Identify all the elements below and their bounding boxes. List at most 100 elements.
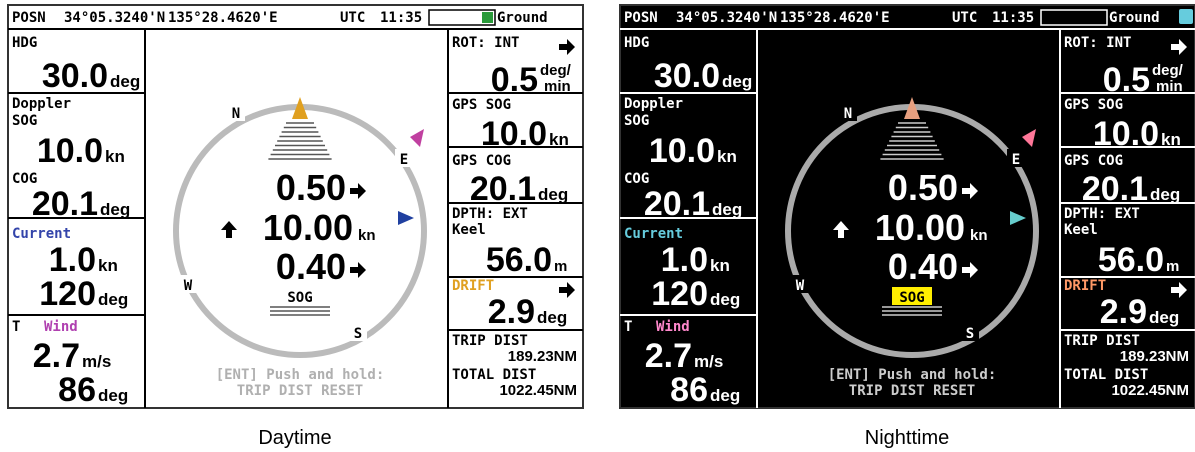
- hint: [ENT] Push and hold:: [828, 367, 997, 383]
- value: 2.9: [1100, 293, 1147, 331]
- label: DPTH: EXT: [1064, 206, 1140, 222]
- unit: kn: [1161, 130, 1181, 149]
- label: T: [624, 319, 632, 335]
- unit: m: [554, 258, 567, 275]
- value: 20.1: [470, 170, 536, 208]
- value: 0.40: [888, 246, 958, 287]
- value: 189.23NM: [508, 348, 577, 365]
- display-panel: POSN 34°05.3240'N 135°28.4620'E UTC 11:35 Gro…: [619, 4, 1195, 409]
- label: POSN: [12, 10, 46, 26]
- compass-letter: S: [966, 326, 974, 342]
- label: Keel: [1064, 222, 1098, 238]
- label: Wind: [44, 319, 78, 335]
- label: 11:35: [380, 10, 422, 26]
- value: 10.0: [1093, 115, 1159, 153]
- label: GPS COG: [452, 153, 511, 169]
- mode-indicator-fill: [482, 12, 493, 23]
- value: 189.23NM: [1120, 348, 1189, 365]
- compass-letter: S: [354, 326, 362, 342]
- mode-badge: [1179, 9, 1193, 24]
- label: TOTAL DIST: [1064, 367, 1148, 383]
- label: HDG: [624, 35, 649, 51]
- unit: deg: [98, 386, 128, 405]
- unit: m: [1166, 258, 1179, 275]
- value: 10.0: [37, 132, 103, 170]
- unit: deg: [110, 72, 140, 91]
- label: 135°28.4620'E: [168, 10, 278, 26]
- wind-marker: [1022, 129, 1036, 147]
- value: 10.0: [481, 115, 547, 153]
- arrow-up: [221, 221, 237, 238]
- label: 34°05.3240'N: [64, 10, 165, 26]
- value: 10.0: [649, 132, 715, 170]
- arrow-right: [350, 183, 366, 199]
- ring-gap: [961, 323, 979, 341]
- value: 120: [651, 275, 708, 313]
- label: GPS COG: [1064, 153, 1123, 169]
- ring-gap: [349, 323, 367, 341]
- label: Current: [624, 226, 683, 242]
- mode-indicator: [1040, 9, 1108, 26]
- ring-gap: [839, 103, 857, 121]
- unit: kn: [970, 227, 988, 244]
- compass-mode: SOG: [287, 290, 312, 306]
- label: UTC: [952, 10, 977, 26]
- value: 120: [39, 275, 96, 313]
- value: 30.0: [654, 57, 720, 95]
- value: 1.0: [49, 241, 96, 279]
- unit: min: [1156, 78, 1183, 95]
- label: POSN: [624, 10, 658, 26]
- current-marker: [1010, 211, 1026, 225]
- heading-marker: [292, 97, 308, 119]
- label: UTC: [340, 10, 365, 26]
- display-panel: POSN 34°05.3240'N 135°28.4620'E UTC 11:35 Gro…: [7, 4, 584, 409]
- unit: deg: [710, 386, 740, 405]
- ring-gap: [227, 103, 245, 121]
- compass-letter: N: [844, 106, 852, 122]
- current-marker: [398, 211, 414, 225]
- arrow-right: [559, 282, 575, 298]
- caption: Nighttime: [865, 427, 949, 449]
- label: DPTH: EXT: [452, 206, 528, 222]
- hint: TRIP DIST RESET: [237, 383, 363, 399]
- label: 34°05.3240'N: [676, 10, 777, 26]
- value: 86: [58, 371, 96, 409]
- unit: kn: [717, 147, 737, 166]
- value: 1022.45NM: [499, 382, 577, 399]
- ring-gap: [395, 149, 413, 167]
- label: Keel: [452, 222, 486, 238]
- arrow-right: [962, 262, 978, 278]
- arrow-right: [559, 39, 575, 55]
- unit: m/s: [82, 352, 111, 371]
- arrow-right: [1171, 282, 1187, 298]
- value: 1.0: [661, 241, 708, 279]
- label: Doppler: [12, 96, 71, 112]
- arrow-right: [350, 262, 366, 278]
- value: 20.1: [1082, 170, 1148, 208]
- hint: [ENT] Push and hold:: [216, 367, 385, 383]
- value: 56.0: [1098, 241, 1164, 279]
- arrow-right: [1171, 39, 1187, 55]
- unit: deg: [722, 72, 752, 91]
- unit: deg/: [1152, 62, 1184, 79]
- arrow-right: [962, 183, 978, 199]
- unit: deg: [98, 290, 128, 309]
- arrow-up: [833, 221, 849, 238]
- label: COG: [12, 171, 37, 187]
- value: 86: [670, 371, 708, 409]
- value: 1022.45NM: [1111, 382, 1189, 399]
- unit: kn: [105, 147, 125, 166]
- panel-background: [7, 4, 584, 409]
- unit: m/s: [694, 352, 723, 371]
- mode-indicator: [428, 9, 496, 26]
- value: 0.5: [491, 61, 538, 99]
- value: 20.1: [32, 185, 98, 223]
- mode-label: Ground: [497, 10, 548, 26]
- compass-letter: W: [796, 278, 805, 294]
- hint: TRIP DIST RESET: [849, 383, 975, 399]
- unit: kn: [358, 227, 376, 244]
- wind-marker: [410, 129, 424, 147]
- label: T: [12, 319, 20, 335]
- label: DRIFT: [452, 278, 494, 294]
